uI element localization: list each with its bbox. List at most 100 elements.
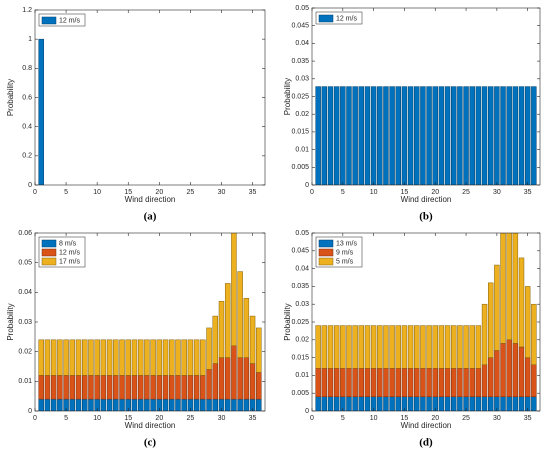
bar — [364, 396, 371, 411]
bar — [150, 339, 156, 376]
x-tick-label: 5 — [64, 415, 68, 422]
x-tick-label: 0 — [33, 415, 37, 422]
bar — [144, 398, 150, 411]
x-tick-label: 15 — [124, 415, 132, 422]
bar — [352, 325, 358, 369]
bar — [389, 368, 395, 398]
legend-swatch — [318, 239, 334, 248]
bar — [401, 325, 408, 369]
bar — [340, 325, 346, 369]
bar — [88, 339, 94, 376]
bar — [444, 86, 451, 185]
bar — [352, 86, 358, 185]
bar — [212, 315, 219, 364]
x-tick-label: 35 — [524, 189, 532, 196]
bar — [531, 396, 537, 411]
y-tick-label: 0.035 — [291, 58, 309, 65]
y-tick-label: 0.025 — [291, 93, 309, 100]
bar — [88, 398, 94, 411]
bar — [414, 368, 420, 398]
bar — [315, 396, 321, 411]
bar — [401, 368, 408, 398]
bar — [383, 325, 389, 369]
y-tick-label: 0.01 — [295, 146, 309, 153]
bar — [315, 368, 321, 398]
panel-label: (d) — [419, 437, 433, 449]
bar — [327, 396, 334, 411]
bar — [426, 86, 432, 185]
bar — [457, 368, 463, 398]
y-tick-label: 0.06 — [18, 230, 32, 237]
x-tick-label: 5 — [341, 415, 345, 422]
bar — [321, 325, 328, 369]
bar — [237, 271, 243, 358]
y-axis-label: Probability — [6, 79, 15, 116]
bar — [518, 86, 525, 185]
bar — [243, 398, 250, 411]
legend-swatch — [318, 257, 334, 266]
bar — [44, 339, 51, 376]
bar — [206, 369, 212, 400]
bar — [315, 86, 321, 185]
bar — [193, 339, 200, 376]
bar — [256, 398, 262, 411]
bar — [395, 86, 401, 185]
legend-swatch — [41, 239, 57, 248]
bar — [162, 375, 169, 400]
x-tick-label: 30 — [493, 189, 501, 196]
bar — [414, 86, 420, 185]
bar — [358, 325, 365, 369]
bar — [69, 339, 76, 376]
bar — [50, 398, 57, 411]
bar — [518, 396, 525, 411]
bar — [364, 368, 371, 398]
bar — [506, 233, 512, 341]
bar — [370, 86, 377, 185]
bar — [57, 398, 63, 411]
y-tick-label: 0.04 — [18, 289, 32, 296]
panel-label: (a) — [144, 211, 157, 223]
bar — [451, 325, 457, 369]
bar — [81, 398, 88, 411]
bar — [383, 86, 389, 185]
bar — [94, 375, 100, 400]
bar — [63, 339, 69, 376]
bar — [340, 86, 346, 185]
bar — [131, 398, 138, 411]
bar — [481, 86, 488, 185]
bar — [420, 368, 426, 398]
bar — [500, 343, 506, 398]
bar — [69, 398, 76, 411]
panel: 0 0.2 0.4 0.6 0.8 1 1.2 0 5 10 15 20 25 30 35 Wind dire… — [6, 7, 266, 223]
bar — [463, 368, 469, 398]
x-tick-label: 25 — [187, 415, 195, 422]
bar — [321, 396, 328, 411]
bar — [487, 357, 494, 398]
bar — [119, 398, 125, 411]
y-tick-label: 0.025 — [291, 319, 309, 326]
x-tick-label: 20 — [155, 415, 163, 422]
bar — [389, 86, 395, 185]
bar — [475, 368, 482, 398]
bar — [75, 339, 82, 376]
bar — [457, 325, 463, 369]
bar — [212, 363, 219, 400]
bar — [487, 282, 494, 358]
bar — [131, 375, 138, 400]
bar — [494, 350, 500, 398]
bar — [475, 86, 482, 185]
bars — [315, 86, 537, 185]
bar — [426, 325, 432, 369]
y-tick-label: 0.02 — [18, 349, 32, 356]
bar — [94, 339, 100, 376]
y-axis-label: Probability — [6, 303, 15, 340]
x-tick-label: 10 — [370, 189, 378, 196]
bar — [119, 375, 125, 400]
bar — [531, 364, 537, 398]
x-tick-label: 20 — [431, 189, 439, 196]
bar — [156, 339, 163, 376]
y-tick-label: 0.01 — [18, 378, 32, 385]
bar — [524, 86, 531, 185]
bar — [327, 368, 334, 398]
y-tick-label: 1.2 — [22, 7, 32, 14]
